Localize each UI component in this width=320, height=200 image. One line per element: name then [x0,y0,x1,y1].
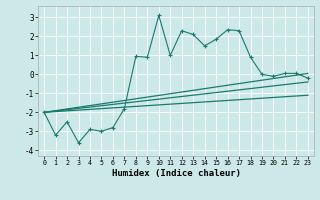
X-axis label: Humidex (Indice chaleur): Humidex (Indice chaleur) [111,169,241,178]
